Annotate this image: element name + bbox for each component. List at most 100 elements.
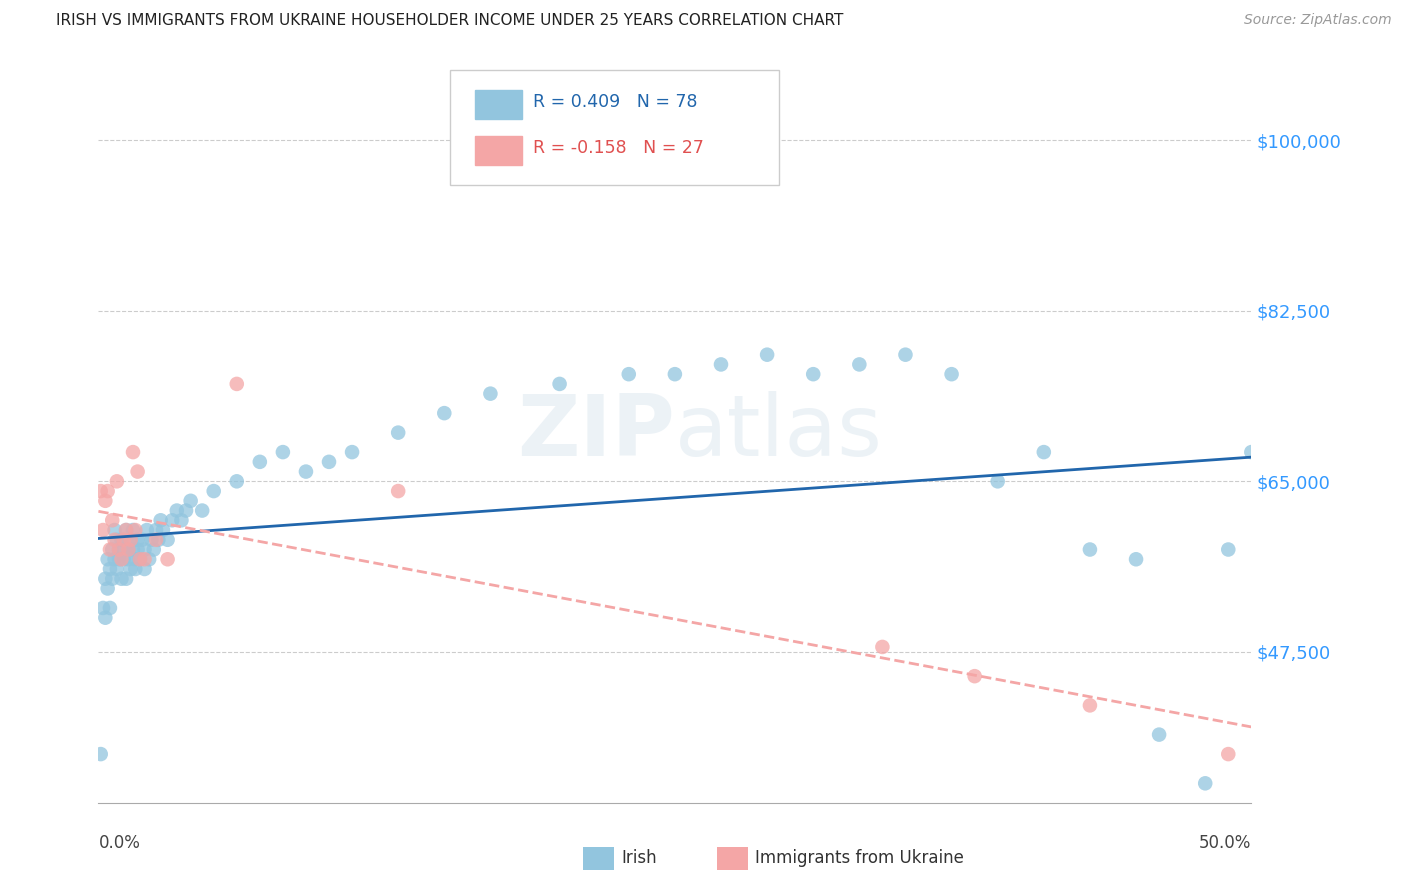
Point <box>664 367 686 381</box>
Point <box>894 348 917 362</box>
Point <box>548 376 571 391</box>
Point <box>129 552 152 566</box>
Point <box>225 475 247 489</box>
Point <box>91 523 114 537</box>
Point <box>1125 552 1147 566</box>
Point <box>108 542 131 557</box>
Point <box>340 445 363 459</box>
Point <box>129 552 152 566</box>
Text: Immigrants from Ukraine: Immigrants from Ukraine <box>755 849 965 867</box>
Point <box>120 533 142 547</box>
Point <box>115 523 138 537</box>
Point <box>101 513 124 527</box>
Point <box>1194 776 1216 790</box>
Point <box>801 367 824 381</box>
Point <box>145 533 167 547</box>
FancyBboxPatch shape <box>450 70 779 185</box>
Point <box>433 406 456 420</box>
Bar <box>475 89 522 120</box>
Point <box>387 425 409 440</box>
Point <box>98 562 121 576</box>
Point <box>122 445 145 459</box>
Point <box>134 552 156 566</box>
Point <box>318 455 340 469</box>
Point <box>124 523 146 537</box>
Point <box>120 533 142 547</box>
Point <box>103 533 125 547</box>
Point <box>131 533 153 547</box>
Point <box>117 552 139 566</box>
Point <box>97 552 120 566</box>
Point <box>105 533 128 547</box>
Point <box>127 533 149 547</box>
Point <box>110 533 132 547</box>
Point <box>135 523 157 537</box>
Point <box>1218 747 1240 761</box>
Point <box>1078 542 1101 557</box>
Point <box>142 542 165 557</box>
Point <box>122 523 145 537</box>
Point <box>103 523 125 537</box>
Text: Source: ZipAtlas.com: Source: ZipAtlas.com <box>1244 13 1392 28</box>
Point <box>108 542 131 557</box>
Point <box>1032 445 1054 459</box>
Point <box>110 572 132 586</box>
Point <box>225 376 247 391</box>
Point <box>170 513 193 527</box>
Point <box>848 358 870 372</box>
Point <box>756 348 779 362</box>
Point <box>120 562 142 576</box>
Point <box>127 542 149 557</box>
Point <box>479 386 502 401</box>
Point <box>124 552 146 566</box>
Point <box>117 542 139 557</box>
Point <box>987 475 1010 489</box>
Point <box>90 747 112 761</box>
Point <box>117 542 139 557</box>
Point <box>122 542 145 557</box>
Point <box>138 552 160 566</box>
Point <box>249 455 271 469</box>
Point <box>1147 728 1170 742</box>
Text: R = 0.409   N = 78: R = 0.409 N = 78 <box>533 94 697 112</box>
Point <box>110 552 132 566</box>
Point <box>152 523 174 537</box>
Point <box>112 533 135 547</box>
Point <box>115 572 138 586</box>
Point <box>98 601 121 615</box>
Point <box>115 523 138 537</box>
Bar <box>475 136 522 165</box>
Point <box>103 552 125 566</box>
Point <box>145 523 167 537</box>
Point <box>191 503 214 517</box>
Point <box>174 503 197 517</box>
Point <box>134 562 156 576</box>
Point <box>1218 542 1240 557</box>
Point <box>156 533 179 547</box>
Point <box>160 513 183 527</box>
Point <box>872 640 894 654</box>
Point <box>149 513 172 527</box>
Text: 0.0%: 0.0% <box>98 834 141 852</box>
Point <box>180 493 202 508</box>
Point <box>90 484 112 499</box>
Point <box>94 572 117 586</box>
Point <box>202 484 225 499</box>
Text: 50.0%: 50.0% <box>1199 834 1251 852</box>
Point <box>710 358 733 372</box>
Point <box>156 552 179 566</box>
Text: R = -0.158   N = 27: R = -0.158 N = 27 <box>533 139 704 157</box>
Point <box>166 503 188 517</box>
Point <box>91 601 114 615</box>
Point <box>963 669 986 683</box>
Point <box>148 533 170 547</box>
Point <box>108 552 131 566</box>
Point <box>94 611 117 625</box>
Point <box>387 484 409 499</box>
Point <box>295 465 318 479</box>
Point <box>617 367 640 381</box>
Point <box>1078 698 1101 713</box>
Text: ZIP: ZIP <box>517 391 675 475</box>
Point <box>101 572 124 586</box>
Point <box>141 533 163 547</box>
